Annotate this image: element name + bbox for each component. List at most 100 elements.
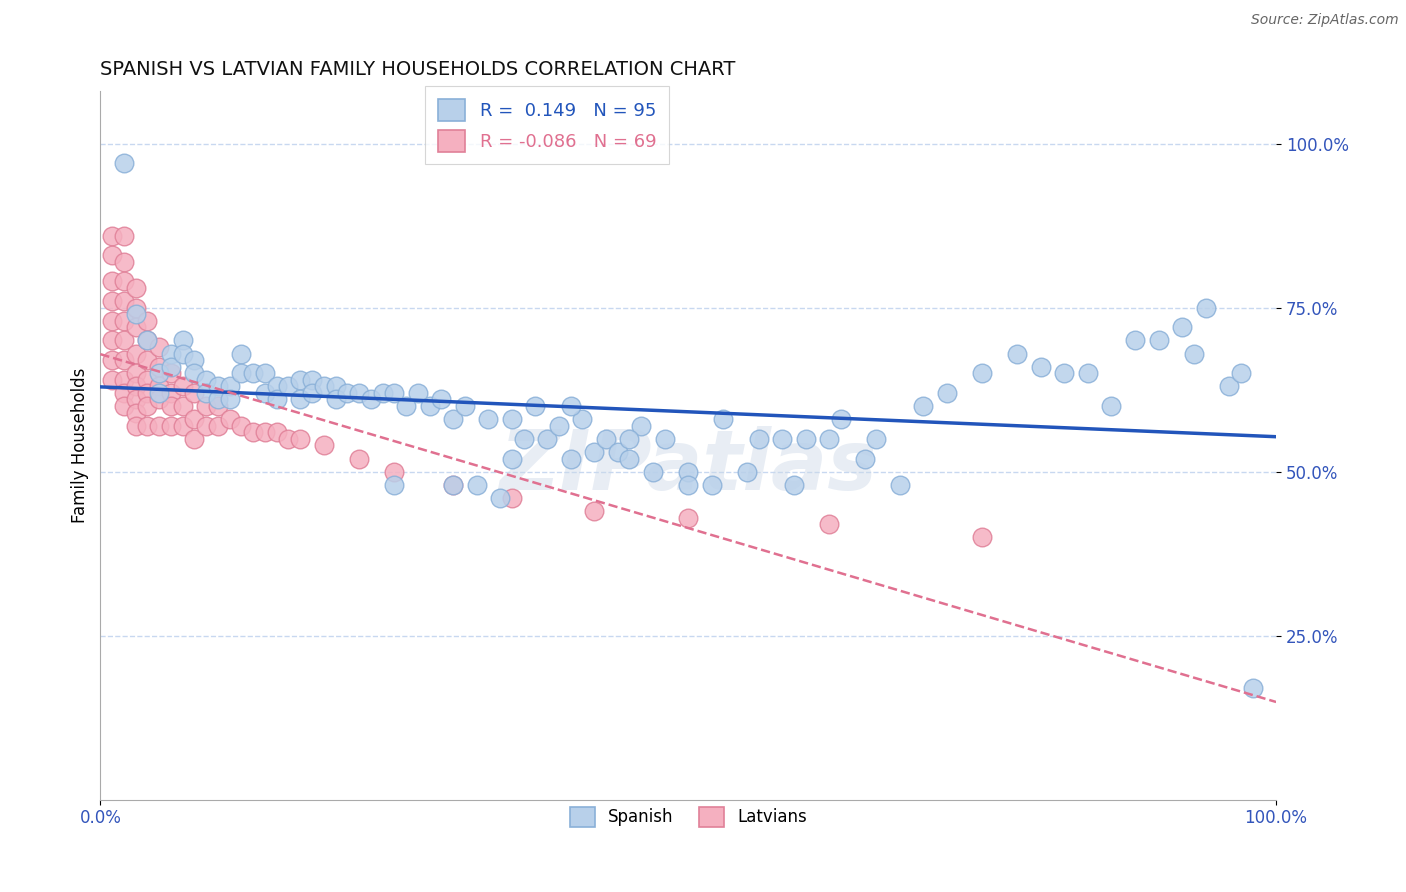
Point (112, 399, 135, 413)
Point (277, 432, 299, 446)
Point (406, 386, 429, 401)
Point (231, 346, 253, 360)
Point (101, 334, 124, 348)
Point (195, 399, 218, 413)
Point (218, 392, 240, 407)
Point (1182, 346, 1205, 360)
Point (101, 353, 124, 368)
Point (112, 156, 135, 170)
Point (641, 465, 664, 479)
Point (501, 412, 523, 426)
Point (290, 392, 312, 407)
Point (124, 366, 146, 380)
Point (172, 418, 194, 433)
Point (148, 386, 170, 401)
Point (536, 432, 558, 446)
Point (583, 445, 606, 459)
Point (1218, 379, 1240, 393)
Point (124, 406, 146, 420)
Point (231, 366, 253, 380)
Point (124, 379, 146, 393)
Point (676, 510, 699, 524)
Point (312, 438, 335, 452)
Point (748, 432, 770, 446)
Point (207, 392, 229, 407)
Point (112, 254, 135, 268)
Point (124, 392, 146, 407)
Point (548, 418, 571, 433)
Point (465, 477, 488, 491)
Point (889, 477, 911, 491)
Point (619, 451, 641, 466)
Point (242, 425, 264, 440)
Point (183, 432, 205, 446)
Point (1053, 366, 1076, 380)
Point (112, 228, 135, 243)
Point (360, 392, 382, 407)
Point (1029, 359, 1052, 374)
Point (253, 366, 276, 380)
Point (735, 465, 758, 479)
Point (512, 432, 534, 446)
Point (277, 379, 299, 393)
Point (1171, 320, 1194, 334)
Point (112, 275, 135, 289)
Point (419, 399, 441, 413)
Point (160, 418, 183, 433)
Point (148, 366, 170, 380)
Point (266, 392, 288, 407)
Point (124, 320, 146, 334)
Point (301, 373, 323, 387)
Point (935, 386, 957, 401)
Point (207, 418, 229, 433)
Point (160, 346, 183, 360)
Point (112, 334, 135, 348)
Point (325, 379, 347, 393)
Point (818, 517, 841, 532)
Point (136, 314, 159, 328)
Point (112, 386, 135, 401)
Point (630, 418, 652, 433)
Point (912, 399, 935, 413)
Point (172, 334, 194, 348)
Point (124, 346, 146, 360)
Point (1194, 301, 1216, 315)
Point (195, 373, 218, 387)
Point (160, 399, 183, 413)
Point (560, 451, 582, 466)
Point (101, 373, 124, 387)
Point (818, 432, 841, 446)
Point (606, 445, 628, 459)
Point (112, 314, 135, 328)
Point (794, 432, 817, 446)
Point (336, 386, 359, 401)
Point (972, 366, 994, 380)
Point (595, 432, 617, 446)
Point (101, 275, 124, 289)
Point (112, 373, 135, 387)
Point (853, 451, 876, 466)
Point (136, 386, 159, 401)
Point (972, 530, 994, 544)
Point (371, 386, 394, 401)
Point (124, 301, 146, 315)
Point (382, 477, 405, 491)
Point (560, 399, 582, 413)
Point (124, 281, 146, 295)
Point (290, 373, 312, 387)
Point (783, 477, 806, 491)
Point (312, 379, 335, 393)
Point (430, 392, 453, 407)
Point (654, 432, 676, 446)
Point (253, 386, 276, 401)
Point (101, 228, 124, 243)
Point (382, 465, 405, 479)
Text: Source: ZipAtlas.com: Source: ZipAtlas.com (1251, 13, 1399, 28)
Point (454, 399, 477, 413)
Point (136, 334, 159, 348)
Point (148, 392, 170, 407)
Point (195, 418, 218, 433)
Point (1007, 346, 1029, 360)
Point (160, 366, 183, 380)
Point (441, 477, 464, 491)
